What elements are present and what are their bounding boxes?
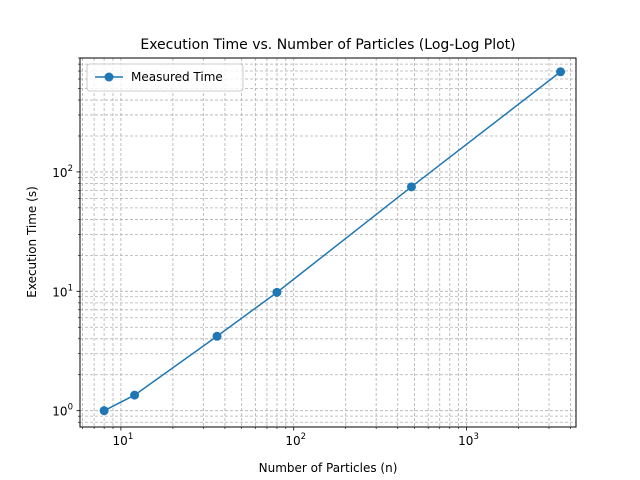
data-point: [556, 67, 566, 77]
x-tick-label-base: 10: [458, 434, 473, 448]
series-line: [103, 71, 562, 412]
y-tick-label-exponent: 2: [68, 164, 73, 174]
legend: Measured Time: [86, 63, 244, 92]
y-tick-label-exponent: 0: [68, 403, 73, 413]
x-tick-label: 101: [113, 432, 134, 448]
data-point: [130, 390, 140, 400]
y-tick-label: 102: [52, 164, 73, 180]
x-tick-label: 102: [285, 432, 306, 448]
y-tick-label: 101: [52, 283, 73, 299]
data-point: [272, 287, 282, 297]
x-tick-label-exponent: 3: [473, 432, 478, 442]
chart-title: Execution Time vs. Number of Particles (…: [140, 37, 515, 53]
y-tick-label: 100: [52, 403, 73, 419]
x-axis-label: Number of Particles (n): [259, 461, 398, 475]
legend-label: Measured Time: [131, 70, 223, 84]
legend-marker: [104, 72, 114, 82]
legend-box: [86, 63, 244, 92]
data-point: [212, 331, 222, 341]
x-tick-label-base: 10: [285, 434, 300, 448]
x-tick-label-exponent: 1: [128, 432, 133, 442]
series: [99, 67, 566, 416]
x-tick-label-base: 10: [113, 434, 128, 448]
plot-frame: [79, 57, 577, 428]
data-point: [99, 406, 109, 416]
y-tick-label-base: 10: [52, 405, 67, 419]
y-tick-label-base: 10: [52, 285, 67, 299]
y-tick-label-exponent: 1: [68, 283, 73, 293]
y-tick-label-base: 10: [52, 166, 67, 180]
x-tick-label: 103: [458, 432, 479, 448]
x-tick-label-exponent: 2: [301, 432, 306, 442]
y-axis-label: Execution Time (s): [25, 186, 39, 298]
data-point: [406, 182, 416, 192]
